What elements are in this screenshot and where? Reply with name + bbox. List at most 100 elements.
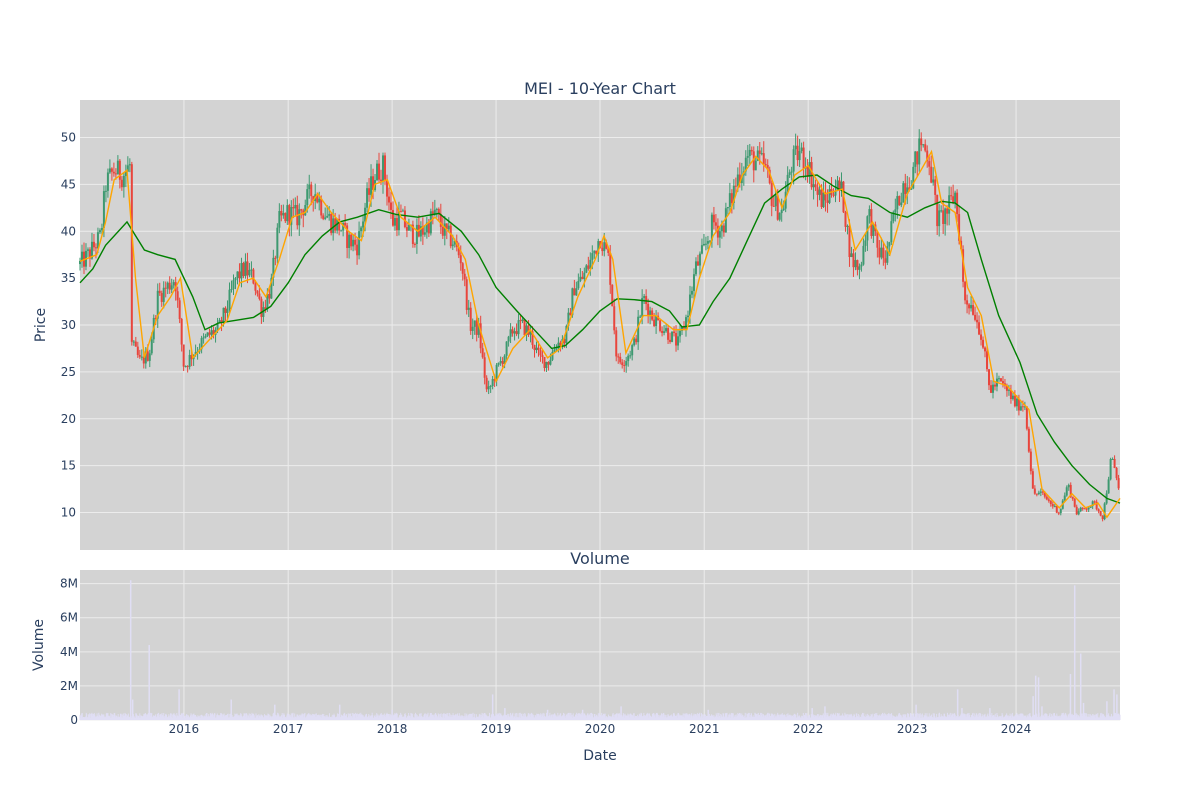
candle-body	[595, 250, 598, 254]
candle-body	[122, 175, 125, 188]
candle-body	[786, 174, 789, 192]
candle-body	[748, 149, 751, 157]
candle-body	[930, 166, 933, 183]
candle-body	[619, 356, 622, 363]
candle-body	[334, 218, 337, 231]
candle-body	[736, 174, 739, 186]
candle-body	[970, 305, 973, 309]
price-y-tick: 20	[61, 412, 76, 426]
price-y-tick-labels: 10 15 20 25 30 35 40 45 50	[61, 131, 76, 520]
candle-body	[280, 211, 283, 216]
candle-body	[401, 210, 404, 212]
candle-body	[936, 194, 939, 227]
candle-body	[575, 288, 578, 296]
candle-body	[346, 225, 349, 249]
candle-body	[764, 163, 767, 166]
candle-body	[537, 347, 540, 351]
candle-body	[1095, 501, 1098, 510]
candle-body	[112, 171, 115, 174]
candle-body	[716, 225, 719, 238]
candle-body	[453, 240, 456, 245]
candle-body	[415, 224, 418, 245]
candle-body	[270, 277, 273, 299]
candle-body	[690, 290, 693, 295]
candle-body	[780, 210, 783, 214]
candle-body	[435, 208, 438, 210]
candle-body	[688, 294, 691, 316]
candle-body	[633, 338, 636, 346]
candle-body	[559, 342, 562, 347]
candle-body	[290, 207, 293, 225]
candle-body	[142, 356, 145, 364]
candle-body	[573, 288, 576, 296]
candle-body	[385, 179, 388, 197]
candle-body	[208, 332, 211, 335]
candle-body	[184, 366, 187, 368]
candle-body	[513, 331, 516, 334]
candle-body	[380, 179, 383, 182]
candle-body	[517, 320, 520, 335]
candle-body	[238, 271, 241, 279]
candle-body	[918, 138, 921, 165]
candle-body	[497, 362, 500, 365]
candle-body	[148, 353, 151, 361]
candle-body	[134, 341, 137, 347]
candle-body	[653, 319, 656, 327]
candle-body	[79, 260, 81, 265]
candle-body	[244, 261, 247, 276]
candle-body	[180, 319, 183, 345]
candle-body	[567, 312, 570, 326]
candle-body	[282, 212, 285, 216]
candle-body	[772, 205, 775, 207]
x-tick: 2017	[273, 722, 304, 736]
candle-body	[551, 351, 554, 360]
candle-body	[774, 195, 777, 207]
candle-body	[284, 212, 287, 222]
candle-body	[350, 234, 353, 247]
price-y-tick: 10	[61, 506, 76, 520]
candle-body	[186, 366, 189, 368]
candle-body	[866, 216, 869, 241]
candle-body	[433, 209, 436, 215]
candle-body	[465, 279, 468, 310]
candle-body	[272, 257, 275, 278]
candle-body	[854, 260, 857, 268]
candle-body	[1021, 406, 1024, 408]
candle-body	[898, 196, 901, 206]
candle-body	[246, 261, 249, 276]
candle-body	[519, 320, 522, 322]
candle-body	[515, 331, 518, 335]
candle-body	[467, 307, 470, 310]
candle-body	[902, 183, 905, 203]
candle-body	[810, 162, 813, 188]
candle-body	[194, 352, 197, 355]
candle-body	[120, 179, 123, 188]
candle-body	[808, 162, 811, 177]
candle-body	[485, 377, 488, 390]
candle-body	[1039, 491, 1042, 493]
candle-body	[976, 319, 979, 323]
candle-body	[1059, 508, 1062, 514]
candle-body	[1017, 398, 1020, 411]
price-y-tick: 35	[61, 271, 76, 285]
candle-body	[146, 351, 149, 361]
price-chart-title: MEI - 10-Year Chart	[524, 79, 676, 98]
candle-body	[583, 272, 586, 280]
price-y-axis-label: Price	[33, 308, 49, 342]
candle-body	[948, 195, 951, 214]
candle-body	[338, 218, 341, 231]
candle-body	[776, 195, 779, 220]
candle-body	[356, 244, 359, 256]
candle-body	[531, 331, 534, 345]
x-tick: 2024	[1001, 722, 1032, 736]
candle-body	[218, 320, 221, 324]
candle-body	[714, 222, 717, 226]
candle-body	[108, 168, 111, 173]
candle-body	[900, 202, 903, 206]
candle-body	[563, 339, 566, 344]
candle-body	[722, 225, 725, 233]
candle-body	[834, 190, 837, 196]
candle-body	[212, 330, 215, 335]
candle-body	[814, 184, 817, 188]
candle-body	[922, 144, 925, 146]
